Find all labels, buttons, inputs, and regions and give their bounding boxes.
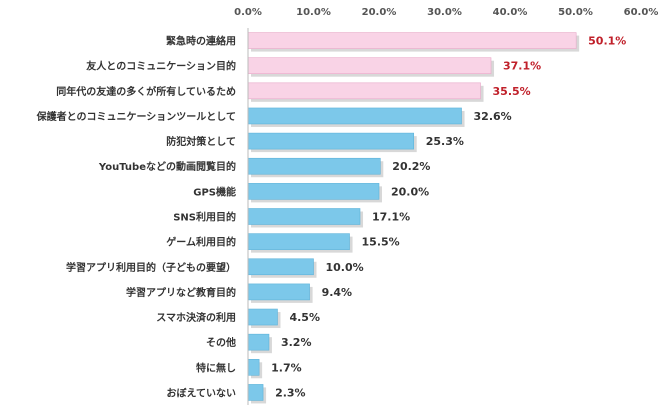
x-tick-label: 0.0% xyxy=(234,7,262,18)
bar xyxy=(247,107,462,125)
category-label: GPS機能 xyxy=(193,185,236,198)
value-label: 25.3% xyxy=(426,135,464,148)
x-axis-ticks: 0.0% 10.0% 20.0% 30.0% 40.0% 50.0% 60.0% xyxy=(234,7,658,18)
bar xyxy=(247,308,278,326)
x-tick-label: 60.0% xyxy=(624,7,659,18)
x-tick-label: 10.0% xyxy=(296,7,331,18)
category-label: スマホ決済の利用 xyxy=(156,311,236,324)
bars xyxy=(247,32,580,404)
bar xyxy=(247,157,381,175)
value-label: 9.4% xyxy=(322,286,353,299)
bar xyxy=(247,183,380,200)
category-labels: 緊急時の連絡用友人とのコミュニケーション目的同年代の友達の多くが所有しているため… xyxy=(36,35,236,400)
x-tick-label: 30.0% xyxy=(427,7,462,18)
value-label: 37.1% xyxy=(503,60,541,73)
category-label: ゲーム利用目的 xyxy=(166,236,236,249)
value-label: 32.6% xyxy=(474,110,512,123)
category-label: 学習アプリ利用目的（子どもの要望） xyxy=(66,261,236,274)
x-tick-label: 20.0% xyxy=(362,7,397,18)
bar xyxy=(247,132,415,150)
category-label: 緊急時の連絡用 xyxy=(166,35,236,48)
bar xyxy=(247,358,260,376)
category-label: 学習アプリなど教育目的 xyxy=(126,286,236,299)
category-label: 保護者とのコミュニケーションツールとして xyxy=(36,110,236,123)
x-tick-label: 50.0% xyxy=(558,7,593,18)
category-label: その他 xyxy=(206,336,236,349)
category-label: 同年代の友達の多くが所有しているため xyxy=(56,85,236,98)
value-label: 10.0% xyxy=(326,261,364,274)
category-label: おぼえていない xyxy=(167,386,237,399)
bar xyxy=(247,258,314,276)
value-label: 4.5% xyxy=(289,311,320,324)
value-label: 1.7% xyxy=(271,361,302,374)
value-label: 20.0% xyxy=(391,185,429,198)
bar xyxy=(247,208,361,225)
bar xyxy=(247,32,577,49)
bar xyxy=(247,233,350,250)
x-tick-label: 40.0% xyxy=(493,7,528,18)
category-label: 防犯対策として xyxy=(166,135,236,148)
category-label: YouTubeなどの動画閲覧目的 xyxy=(98,160,236,173)
value-label: 15.5% xyxy=(362,236,400,249)
value-labels: 50.1% 37.1% 35.5% 32.6% 25.3% 20.2% 20.0% 17.1%… xyxy=(271,35,626,400)
bar xyxy=(247,283,310,301)
value-label: 50.1% xyxy=(588,35,626,48)
category-label: SNS利用目的 xyxy=(173,211,236,224)
value-label: 17.1% xyxy=(372,211,410,224)
bar xyxy=(247,82,481,100)
bar xyxy=(247,333,270,351)
value-label: 20.2% xyxy=(392,160,430,173)
value-label: 2.3% xyxy=(275,386,306,399)
category-label: 特に無し xyxy=(196,361,236,374)
bar xyxy=(247,384,264,401)
category-label: 友人とのコミュニケーション目的 xyxy=(86,60,236,73)
bar xyxy=(247,57,492,75)
value-label: 35.5% xyxy=(493,85,531,98)
value-label: 3.2% xyxy=(281,336,312,349)
